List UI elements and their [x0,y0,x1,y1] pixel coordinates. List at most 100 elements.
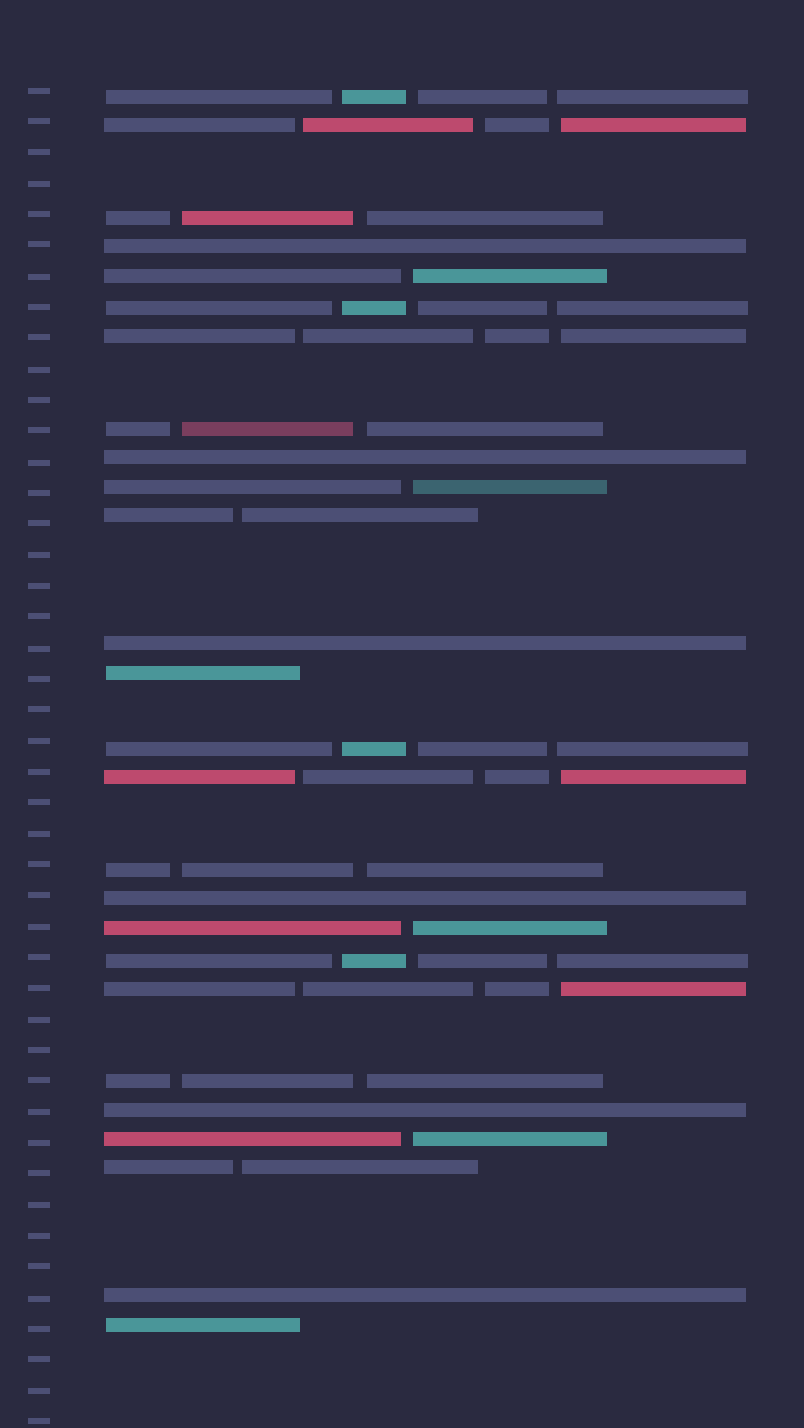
line-number-mark [28,181,50,187]
line-number-mark [28,706,50,712]
code-token [104,480,401,494]
code-token [342,301,406,315]
code-token [106,90,332,104]
line-number-mark [28,490,50,496]
code-token [106,211,170,225]
line-number-mark [28,1077,50,1083]
line-number-mark [28,799,50,805]
code-token [413,269,607,283]
line-number-mark [28,211,50,217]
line-number-mark [28,1047,50,1053]
line-number-mark [28,149,50,155]
code-token [104,450,746,464]
code-token [106,954,332,968]
line-number-mark [28,1418,50,1424]
code-token [106,301,332,315]
code-token [367,1074,603,1088]
code-token [104,1103,746,1117]
line-number-mark [28,583,50,589]
line-number-mark [28,397,50,403]
code-token [303,982,473,996]
code-token [342,954,406,968]
code-token [104,770,295,784]
line-number-mark [28,1202,50,1208]
line-number-mark [28,769,50,775]
code-token [418,301,547,315]
line-number-mark [28,118,50,124]
line-number-mark [28,646,50,652]
line-number-mark [28,367,50,373]
code-token [242,1160,478,1174]
code-token [561,329,746,343]
line-number-mark [28,88,50,94]
code-token [367,422,603,436]
code-token [413,480,607,494]
line-number-mark [28,1140,50,1146]
code-token [418,742,547,756]
line-number-mark [28,1296,50,1302]
code-token [182,422,353,436]
code-token [303,770,473,784]
code-token [242,508,478,522]
code-token [485,329,549,343]
code-token [303,329,473,343]
code-token [104,636,746,650]
line-number-mark [28,460,50,466]
line-number-mark [28,613,50,619]
code-token [485,982,549,996]
line-number-mark [28,985,50,991]
code-token [104,982,295,996]
code-token [104,1132,401,1146]
line-number-mark [28,1170,50,1176]
code-token [418,954,547,968]
line-number-mark [28,676,50,682]
line-number-mark [28,861,50,867]
code-token [418,90,547,104]
line-number-mark [28,1388,50,1394]
code-token [367,211,603,225]
line-number-mark [28,1109,50,1115]
code-token [104,118,295,132]
code-token [106,1074,170,1088]
line-number-mark [28,304,50,310]
line-number-mark [28,738,50,744]
code-lines [104,90,748,1332]
line-number-mark [28,334,50,340]
line-number-mark [28,1233,50,1239]
code-token [106,422,170,436]
line-number-mark [28,552,50,558]
code-token [485,770,549,784]
code-token [413,1132,607,1146]
code-token [182,863,353,877]
code-token [104,269,401,283]
line-number-mark [28,241,50,247]
code-token [561,118,746,132]
line-number-mark [28,924,50,930]
line-number-mark [28,892,50,898]
code-token [182,1074,353,1088]
code-token [106,1318,300,1332]
line-number-mark [28,1356,50,1362]
code-token [104,239,746,253]
code-token [342,90,406,104]
code-token [303,118,473,132]
line-number-mark [28,1017,50,1023]
code-token [413,921,607,935]
code-token [104,329,295,343]
line-number-mark [28,1326,50,1332]
code-token [557,742,748,756]
line-gutter [28,88,50,1424]
line-number-mark [28,427,50,433]
line-number-mark [28,831,50,837]
code-token [106,863,170,877]
code-token [485,118,549,132]
code-token [106,742,332,756]
line-number-mark [28,1263,50,1269]
line-number-mark [28,274,50,280]
code-token [557,90,748,104]
code-token [561,770,746,784]
code-token [104,1160,233,1174]
code-token [561,982,746,996]
